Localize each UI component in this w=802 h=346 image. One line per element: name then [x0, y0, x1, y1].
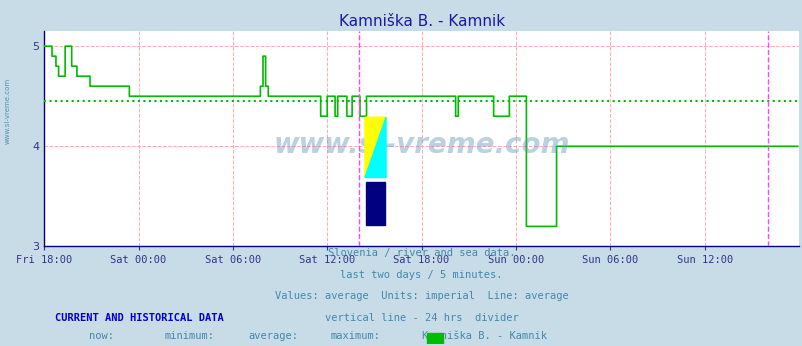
Text: Kamniška B. - Kamnik: Kamniška B. - Kamnik [421, 330, 546, 340]
Polygon shape [364, 117, 386, 177]
Polygon shape [364, 117, 386, 177]
Text: www.si-vreme.com: www.si-vreme.com [5, 78, 11, 144]
Text: Values: average  Units: imperial  Line: average: Values: average Units: imperial Line: av… [274, 291, 568, 301]
Text: average:: average: [248, 330, 298, 340]
Text: last two days / 5 minutes.: last two days / 5 minutes. [340, 270, 502, 280]
Text: www.si-vreme.com: www.si-vreme.com [273, 131, 569, 159]
FancyBboxPatch shape [427, 333, 443, 346]
Bar [366, 182, 384, 225]
Text: minimum:: minimum: [164, 330, 215, 340]
Text: maximum:: maximum: [330, 330, 380, 340]
Text: CURRENT AND HISTORICAL DATA: CURRENT AND HISTORICAL DATA [55, 313, 224, 323]
Text: vertical line - 24 hrs  divider: vertical line - 24 hrs divider [324, 313, 518, 323]
Title: Kamniška B. - Kamnik: Kamniška B. - Kamnik [338, 13, 504, 29]
Text: Slovenia / river and sea data.: Slovenia / river and sea data. [327, 248, 515, 258]
Text: now:: now: [89, 330, 115, 340]
